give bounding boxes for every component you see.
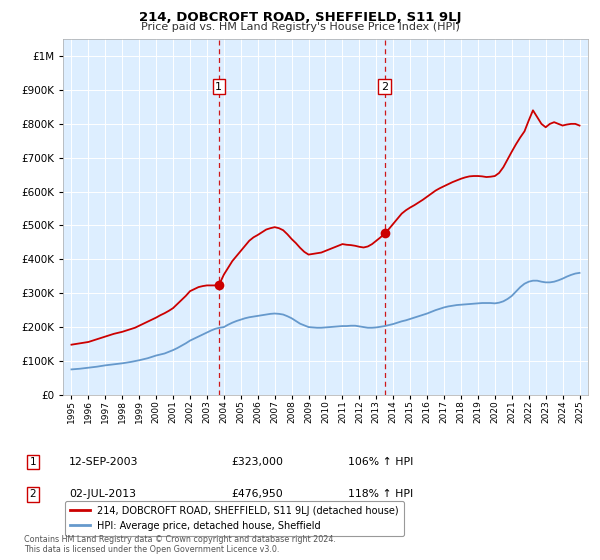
Text: 2: 2: [29, 489, 37, 500]
Text: 2: 2: [381, 82, 388, 92]
Text: 1: 1: [29, 457, 37, 467]
Text: £476,950: £476,950: [231, 489, 283, 500]
Text: Contains HM Land Registry data © Crown copyright and database right 2024.: Contains HM Land Registry data © Crown c…: [24, 535, 336, 544]
Text: 118% ↑ HPI: 118% ↑ HPI: [348, 489, 413, 500]
Legend: 214, DOBCROFT ROAD, SHEFFIELD, S11 9LJ (detached house), HPI: Average price, det: 214, DOBCROFT ROAD, SHEFFIELD, S11 9LJ (…: [65, 501, 404, 535]
Text: 02-JUL-2013: 02-JUL-2013: [69, 489, 136, 500]
Text: This data is licensed under the Open Government Licence v3.0.: This data is licensed under the Open Gov…: [24, 545, 280, 554]
Text: £323,000: £323,000: [231, 457, 283, 467]
Text: 12-SEP-2003: 12-SEP-2003: [69, 457, 139, 467]
Text: 1: 1: [215, 82, 223, 92]
Text: 106% ↑ HPI: 106% ↑ HPI: [348, 457, 413, 467]
Text: 214, DOBCROFT ROAD, SHEFFIELD, S11 9LJ: 214, DOBCROFT ROAD, SHEFFIELD, S11 9LJ: [139, 11, 461, 24]
Text: Price paid vs. HM Land Registry's House Price Index (HPI): Price paid vs. HM Land Registry's House …: [140, 22, 460, 32]
